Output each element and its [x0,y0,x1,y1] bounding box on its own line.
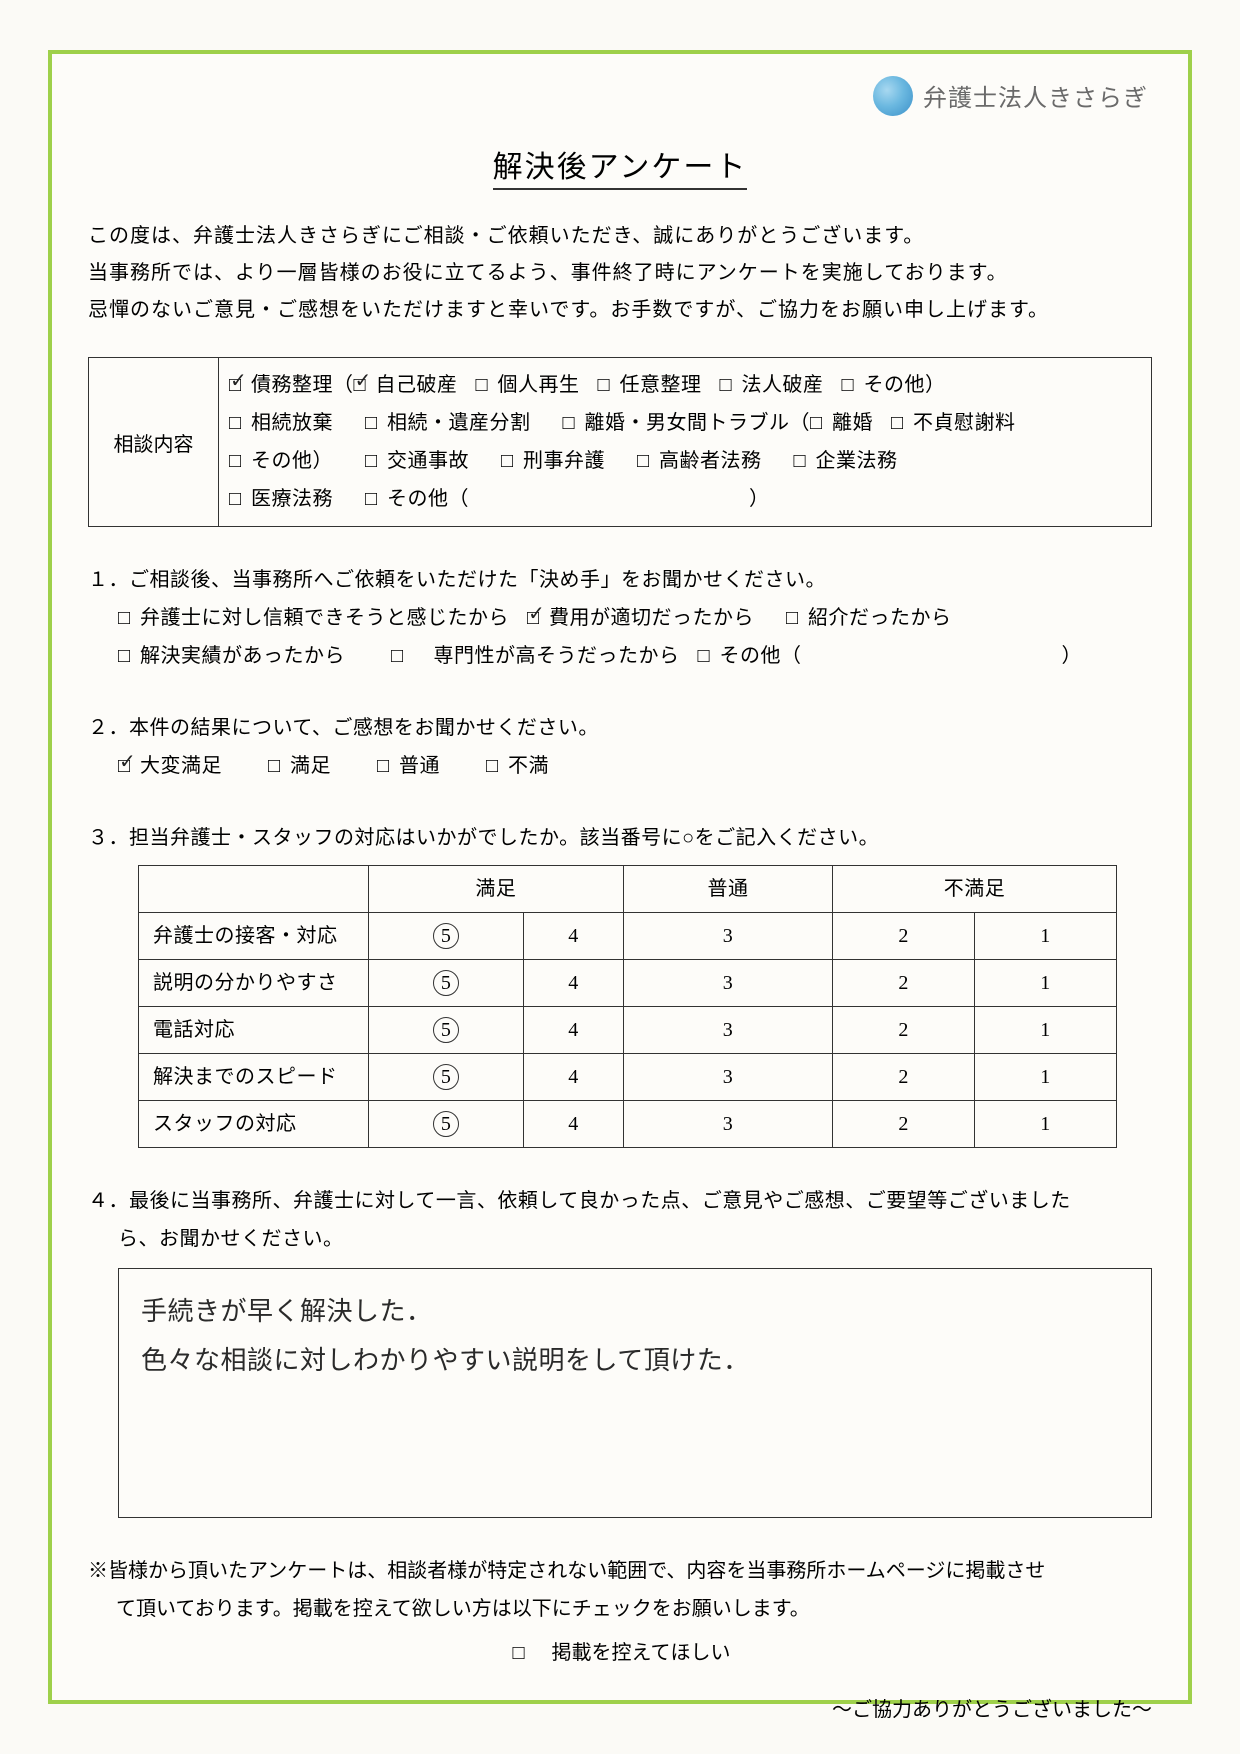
q2-text: ２．本件の結果について、ご感想をお聞かせください。 [88,709,1152,747]
table-row: 説明の分かりやすさ54321 [139,960,1117,1007]
checkbox-q2-futsuu[interactable] [377,747,395,785]
checkbox-q1-shoukai[interactable] [786,599,804,637]
q4-text-1: ４．最後に当事務所、弁護士に対して一言、依頼して良かった点、ご意見やご感想、ご要… [88,1182,1152,1220]
checkbox-koutsuu[interactable] [365,442,383,480]
publication-note: ※皆様から頂いたアンケートは、相談者様が特定されない範囲で、内容を当事務所ホーム… [88,1552,1152,1628]
intro-text: この度は、弁護士法人きさらぎにご相談・ご依頼いただき、誠にありがとうございます。… [88,218,1152,329]
checkbox-q1-senmon[interactable] [391,637,409,675]
consultation-table: 相談内容 債務整理（自己破産個人再生任意整理法人破産その他） 相続放棄相続・遺産… [88,357,1152,527]
opt-out-row: 掲載を控えてほしい [88,1636,1152,1665]
note-line-1: ※皆様から頂いたアンケートは、相談者様が特定されない範囲で、内容を当事務所ホーム… [88,1552,1152,1590]
checkbox-houjin[interactable] [720,366,738,404]
checkbox-saimu[interactable] [229,366,247,404]
checkbox-q1-shinrai[interactable] [118,599,136,637]
checkbox-q2-daihen[interactable] [118,747,136,785]
checkbox-optout[interactable] [510,1642,528,1665]
checkbox-q1-hiyou[interactable] [527,599,545,637]
q3-text: ３．担当弁護士・スタッフの対応はいかがでしたか。該当番号に○をご記入ください。 [88,819,1152,857]
table-row: 電話対応54321 [139,1007,1117,1054]
question-3: ３．担当弁護士・スタッフの対応はいかがでしたか。該当番号に○をご記入ください。 … [88,819,1152,1148]
checkbox-q1-sonota[interactable] [698,637,716,675]
note-line-2: て頂いております。掲載を控えて欲しい方は以下にチェックをお願いします。 [88,1590,1152,1628]
checkbox-iryou[interactable] [229,480,247,518]
question-4: ４．最後に当事務所、弁護士に対して一言、依頼して良かった点、ご意見やご感想、ご要… [88,1182,1152,1518]
checkbox-futei[interactable] [891,404,909,442]
checkbox-souzoku-bunkatsu[interactable] [365,404,383,442]
checkbox-souzoku-houki[interactable] [229,404,247,442]
q4-text-2: ら、お聞かせください。 [88,1220,1152,1258]
document-frame: 弁護士法人きさらぎ 解決後アンケート この度は、弁護士法人きさらぎにご相談・ご依… [48,50,1192,1704]
question-1: １．ご相談後、当事務所へご依頼をいただけた「決め手」をお聞かせください。 弁護士… [88,561,1152,675]
rating-header-normal: 普通 [623,866,833,913]
question-2: ２．本件の結果について、ご感想をお聞かせください。 大変満足満足普通不満 [88,709,1152,785]
checkbox-sonota2[interactable] [229,442,247,480]
checkbox-sonota3[interactable] [365,480,383,518]
intro-line-2: 当事務所では、より一層皆様のお役に立てるよう、事件終了時にアンケートを実施してお… [88,255,1152,292]
rating-circle[interactable]: 5 [433,1064,459,1090]
rating-table: 満足 普通 不満足 弁護士の接客・対応54321 説明の分かりやすさ54321 … [138,865,1117,1148]
table-row: スタッフの対応54321 [139,1101,1117,1148]
firm-logo: 弁護士法人きさらぎ [873,76,1148,116]
rating-circle[interactable]: 5 [433,1017,459,1043]
checkbox-sonota1[interactable] [842,366,860,404]
handwriting-line-1: 手続きが早く解決した． [141,1287,1129,1336]
handwriting-line-2: 色々な相談に対しわかりやすい説明をして頂けた． [141,1336,1129,1385]
checkbox-kojin[interactable] [476,366,494,404]
rating-circle[interactable]: 5 [433,923,459,949]
consult-label: 相談内容 [89,358,219,527]
intro-line-3: 忌憚のないご意見・ご感想をいただけますと幸いです。お手数ですが、ご協力をお願い申… [88,292,1152,329]
checkbox-rikon[interactable] [810,404,828,442]
checkbox-jiko[interactable] [354,366,372,404]
rating-header-unsatisfied: 不満足 [833,866,1117,913]
table-row: 弁護士の接客・対応54321 [139,913,1117,960]
checkbox-q2-fuman[interactable] [486,747,504,785]
comment-box[interactable]: 手続きが早く解決した． 色々な相談に対しわかりやすい説明をして頂けた． [118,1268,1152,1518]
firm-name: 弁護士法人きさらぎ [923,78,1148,113]
intro-line-1: この度は、弁護士法人きさらぎにご相談・ご依頼いただき、誠にありがとうございます。 [88,218,1152,255]
checkbox-koureisha[interactable] [637,442,655,480]
checkbox-q1-jisseki[interactable] [118,637,136,675]
checkbox-rikon-trouble[interactable] [563,404,581,442]
checkbox-kigyou[interactable] [794,442,812,480]
logo-icon [873,76,913,116]
page-title: 解決後アンケート [493,142,748,190]
q1-text: １．ご相談後、当事務所へご依頼をいただけた「決め手」をお聞かせください。 [88,561,1152,599]
rating-circle[interactable]: 5 [433,1111,459,1137]
checkbox-q2-manzoku[interactable] [268,747,286,785]
checkbox-keiji[interactable] [501,442,519,480]
checkbox-nini[interactable] [598,366,616,404]
table-row: 解決までのスピード54321 [139,1054,1117,1101]
rating-circle[interactable]: 5 [433,970,459,996]
consult-options: 債務整理（自己破産個人再生任意整理法人破産その他） 相続放棄相続・遺産分割離婚・… [219,358,1152,527]
rating-header-satisfied: 満足 [369,866,624,913]
rating-header-row: 満足 普通 不満足 [139,866,1117,913]
thanks-text: ～ご協力ありがとうございました～ [88,1693,1152,1722]
